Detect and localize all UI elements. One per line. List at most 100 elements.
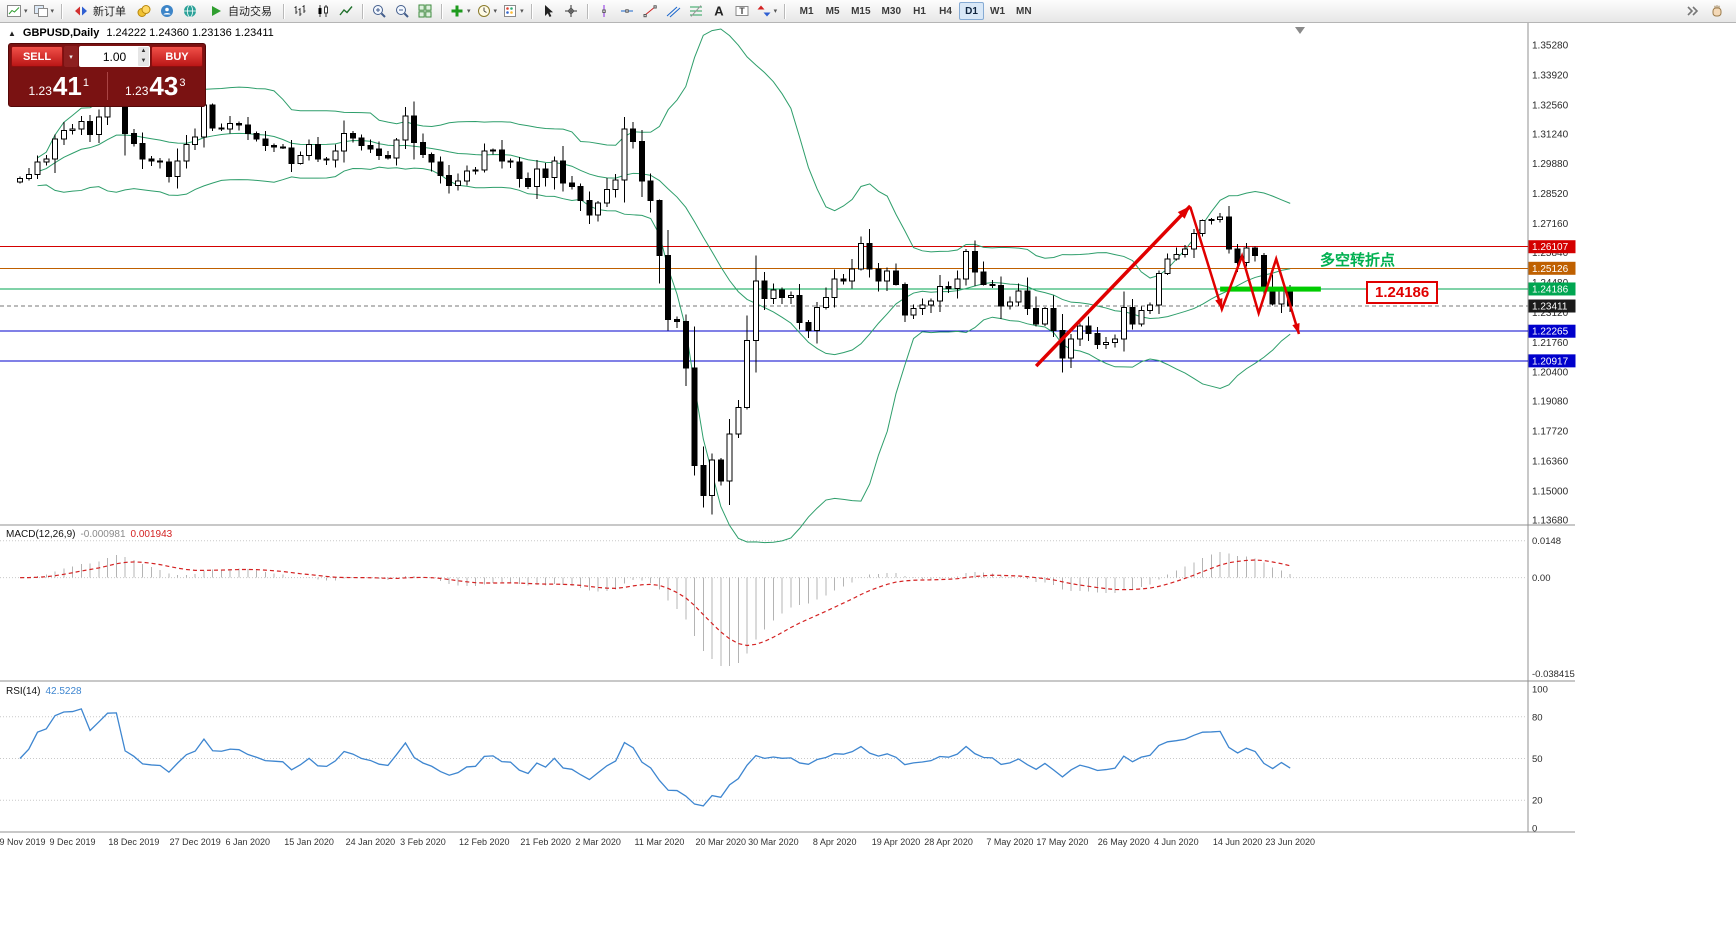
price-axis[interactable]: 1.35280 1.33920 1.32560 1.31240 1.29880 1.285… — [1528, 41, 1576, 835]
one-click-toggle-icon[interactable]: ▲ — [8, 28, 16, 38]
label-button[interactable]: T — [731, 1, 753, 21]
volume-input[interactable]: 1.00 ▲ ▼ — [79, 46, 150, 67]
bid-pipette: 1 — [82, 76, 89, 89]
price-axis-tick: 1.17720 — [1532, 427, 1569, 438]
macd-axis-tick: -0.038415 — [1532, 669, 1575, 680]
zigzag-annotation[interactable] — [1189, 206, 1301, 335]
drawn-annotations[interactable] — [1034, 204, 1321, 368]
date-axis-tick: 29 Nov 2019 — [0, 837, 46, 847]
profiles-button[interactable]: ▾ — [31, 1, 57, 21]
templates-button[interactable]: ▾ — [500, 1, 526, 21]
indicators-plus-icon — [451, 5, 463, 17]
bollinger-bands[interactable] — [37, 28, 1291, 544]
line-chart-icon — [339, 6, 353, 16]
globe-button[interactable] — [179, 1, 201, 21]
ask-pips: 43 — [149, 70, 179, 101]
timeframe-h4-button[interactable]: H4 — [939, 5, 952, 17]
autotrading-label: 自动交易 — [228, 6, 273, 18]
zoom-in-button[interactable] — [368, 1, 390, 21]
rsi-axis-tick: 0 — [1532, 824, 1537, 835]
timeframe-w1-button[interactable]: W1 — [990, 5, 1005, 17]
double-chevron-right-icon — [1687, 6, 1699, 16]
timeframe-m30-button[interactable]: M30 — [881, 5, 901, 17]
line-chart-button[interactable] — [335, 1, 357, 21]
support-bar-annotation[interactable] — [1220, 286, 1321, 292]
trendline-button[interactable] — [639, 1, 661, 21]
trend-arrow-annotation[interactable] — [1034, 204, 1192, 368]
panel-separators[interactable] — [0, 23, 1575, 833]
timeframe-m1-button[interactable]: M1 — [799, 5, 814, 17]
sell-options-button[interactable]: ▾ — [64, 46, 78, 67]
horizontal-level-lines[interactable] — [0, 246, 1528, 362]
community-button[interactable] — [156, 1, 178, 21]
candlestick-chart-button[interactable] — [312, 1, 334, 21]
autotrading-button[interactable]: 自动交易 — [202, 1, 278, 21]
ask-price[interactable]: 1.23 43 3 — [108, 71, 204, 101]
date-axis-tick: 9 Dec 2019 — [50, 837, 96, 847]
price-tag-annotation[interactable]: 1.24186 — [1366, 281, 1439, 304]
chart-shift-marker[interactable] — [1295, 27, 1305, 34]
toolbar-separator — [530, 3, 532, 19]
chart-window: 1.35280 1.33920 1.32560 1.31240 1.29880 1.285… — [0, 23, 1736, 948]
price-axis-tick: 1.35280 — [1532, 41, 1569, 52]
bid-price[interactable]: 1.23 41 1 — [11, 71, 107, 101]
timeframe-mn-button[interactable]: MN — [1016, 5, 1032, 17]
toolbar-separator — [61, 3, 63, 19]
date-axis-tick: 18 Dec 2019 — [108, 837, 159, 847]
price-axis-tick: 1.27160 — [1532, 219, 1569, 230]
zoom-out-button[interactable] — [391, 1, 413, 21]
date-axis-tick: 21 Feb 2020 — [520, 837, 571, 847]
candlestick-chart-icon — [318, 5, 329, 17]
trendline-icon — [643, 5, 657, 18]
horizontal-line-button[interactable] — [616, 1, 638, 21]
bar-chart-button[interactable] — [289, 1, 311, 21]
timeframe-d1-button[interactable]: D1 — [959, 2, 984, 20]
new-chart-button[interactable]: ▾ — [4, 1, 30, 21]
timeframe-group: M1 M5 M15 M30 H1 H4 D1 W1 MN — [794, 2, 1036, 20]
new-order-label: 新订单 — [93, 6, 127, 18]
tile-windows-button[interactable] — [414, 1, 436, 21]
scroll-to-end-button[interactable] — [1681, 1, 1703, 21]
timeframe-h1-button[interactable]: H1 — [913, 5, 926, 17]
arrows-button[interactable]: ▾ — [754, 1, 780, 21]
sell-button[interactable]: SELL — [11, 46, 63, 67]
indicator-gridlines — [0, 540, 1528, 801]
crosshair-button[interactable] — [560, 1, 582, 21]
price-level-label: 1.20917 — [1532, 356, 1569, 367]
indicators-button[interactable]: ▾ — [447, 1, 473, 21]
periods-button[interactable]: ▾ — [474, 1, 500, 21]
toolbar: ▾ ▾ 新订单 自动交易 ▾ — [0, 0, 1736, 23]
fibonacci-button[interactable] — [685, 1, 707, 21]
stepper-up-icon[interactable]: ▲ — [140, 48, 147, 54]
vertical-line-icon — [601, 5, 606, 17]
text-button[interactable]: A — [708, 1, 730, 21]
date-axis[interactable]: 29 Nov 2019 9 Dec 2019 18 Dec 2019 27 Dec 2… — [0, 837, 1315, 847]
hand-pan-button[interactable] — [1706, 1, 1728, 21]
cursor-button[interactable] — [537, 1, 559, 21]
new-order-button[interactable]: 新订单 — [67, 1, 132, 21]
chevron-down-icon: ▾ — [69, 53, 73, 61]
chart-canvas[interactable]: 1.35280 1.33920 1.32560 1.31240 1.29880 1.285… — [0, 23, 1736, 948]
channel-button[interactable] — [662, 1, 684, 21]
macd-value-1: -0.000981 — [80, 529, 126, 540]
date-axis-tick: 7 May 2020 — [986, 837, 1033, 847]
stepper-down-icon[interactable]: ▼ — [140, 58, 147, 64]
price-level-label: 1.26107 — [1532, 242, 1569, 253]
rsi-label: RSI(14) 42.5228 — [6, 686, 82, 697]
vertical-line-button[interactable] — [593, 1, 615, 21]
date-axis-tick: 11 Mar 2020 — [635, 837, 685, 847]
timeframe-m5-button[interactable]: M5 — [825, 5, 840, 17]
community-icon — [161, 5, 174, 17]
toolbar-right-group — [1681, 1, 1728, 21]
coins-button[interactable] — [133, 1, 155, 21]
volume-stepper[interactable]: ▲ ▼ — [138, 47, 149, 66]
channel-icon — [666, 6, 680, 18]
buy-button[interactable]: BUY — [151, 46, 203, 67]
macd-histogram — [28, 552, 1291, 667]
new-order-icon — [75, 6, 88, 16]
price-axis-tick: 1.19080 — [1532, 397, 1569, 408]
timeframe-m15-button[interactable]: M15 — [851, 5, 871, 17]
turning-point-annotation[interactable]: 多空转折点 — [1320, 252, 1396, 269]
price-axis-tick: 1.15000 — [1532, 486, 1569, 497]
date-axis-tick: 26 May 2020 — [1098, 837, 1150, 847]
